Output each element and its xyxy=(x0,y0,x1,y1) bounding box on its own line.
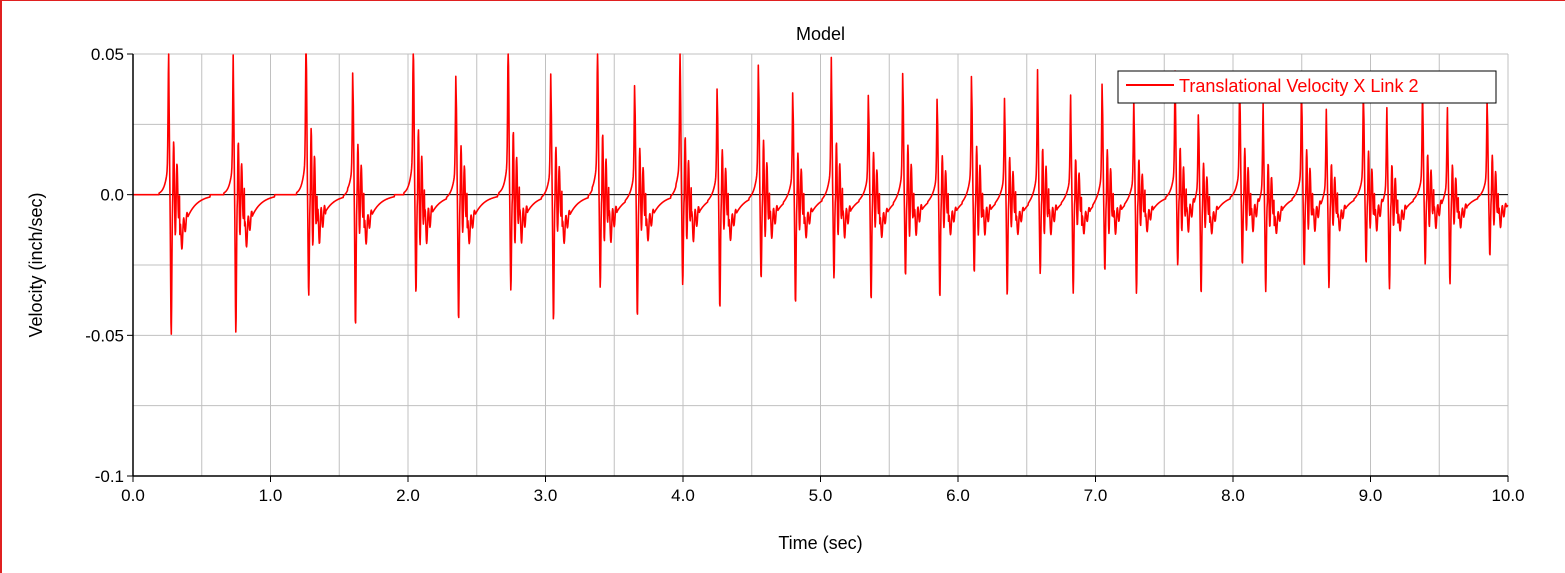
x-axis-ticks: 0.0 1.0 2.0 3.0 4.0 5.0 6.0 7.0 8.0 9.0 10.0 xyxy=(121,476,1525,505)
x-tick-label: 8.0 xyxy=(1221,486,1245,505)
x-axis-label: Time (sec) xyxy=(778,533,862,553)
y-tick-label: -0.1 xyxy=(95,467,124,486)
x-tick-label: 2.0 xyxy=(396,486,420,505)
legend-box xyxy=(1117,70,1497,104)
y-axis-ticks: -0.1 -0.05 0.0 0.05 xyxy=(85,45,133,486)
y-axis-label: Velocity (inch/sec) xyxy=(26,192,46,337)
legend-entry-translational-velocity-x-link-2: Translational Velocity X Link 2 xyxy=(1179,76,1418,96)
x-tick-label: 3.0 xyxy=(534,486,558,505)
series-line-translational-velocity-x-link-2 xyxy=(132,53,1509,335)
y-tick-label: 0.05 xyxy=(91,45,124,64)
chart-title: Model xyxy=(796,24,845,44)
x-tick-label: 7.0 xyxy=(1084,486,1108,505)
x-tick-label: 4.0 xyxy=(671,486,695,505)
y-tick-label: 0.0 xyxy=(100,186,124,205)
x-tick-label: 9.0 xyxy=(1359,486,1383,505)
x-tick-label: 5.0 xyxy=(809,486,833,505)
x-tick-label: 10.0 xyxy=(1491,486,1524,505)
y-tick-label: -0.05 xyxy=(85,326,124,345)
legend: Translational Velocity X Link 2 xyxy=(1117,70,1497,104)
x-tick-label: 1.0 xyxy=(259,486,283,505)
x-tick-label: 0.0 xyxy=(121,486,145,505)
x-tick-label: 6.0 xyxy=(946,486,970,505)
